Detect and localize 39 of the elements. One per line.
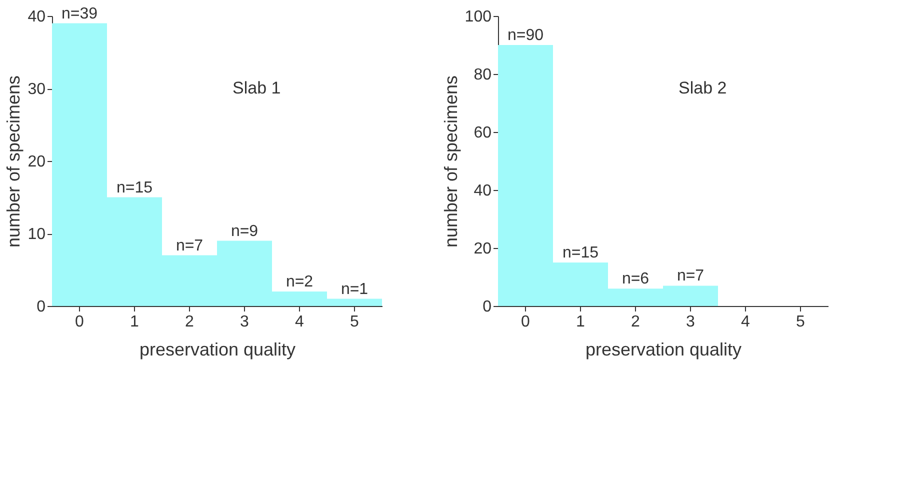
y-tick-label: 40 xyxy=(28,8,46,26)
y-tick-label: 20 xyxy=(28,154,46,170)
annotation: Slab 2 xyxy=(678,78,727,98)
x-tick-label: 4 xyxy=(741,314,750,330)
y-tick-label: 80 xyxy=(474,66,492,84)
x-tick-label: 5 xyxy=(796,314,806,330)
y-axis-title: number of specimens xyxy=(4,75,24,248)
x-tick-label: 3 xyxy=(240,314,250,330)
x-tick-label: 0 xyxy=(75,314,84,330)
x-axis-title: preservation quality xyxy=(585,340,742,360)
data-label: n=15 xyxy=(562,244,599,262)
data-label: n=7 xyxy=(676,268,704,285)
data-label: n=6 xyxy=(622,270,650,288)
y-tick-label: 40 xyxy=(474,182,492,200)
y-tick-label: 100 xyxy=(464,8,492,26)
x-tick-label: 1 xyxy=(576,314,586,330)
x-tick-label: 5 xyxy=(350,314,360,330)
data-label: n=1 xyxy=(340,280,368,298)
x-tick-label: 1 xyxy=(130,314,140,330)
data-label: n=90 xyxy=(507,27,544,44)
y-tick-label: 10 xyxy=(28,226,46,243)
x-axis-title: preservation quality xyxy=(139,340,296,360)
data-label: n=2 xyxy=(286,274,314,290)
y-tick-label: 30 xyxy=(28,81,46,98)
y-tick-label: 0 xyxy=(36,298,46,316)
data-label: n=39 xyxy=(61,5,98,22)
y-tick-label: 60 xyxy=(474,124,492,142)
x-tick-label: 0 xyxy=(521,314,530,330)
data-label: n=15 xyxy=(116,179,153,196)
data-label: n=7 xyxy=(176,237,204,254)
y-axis-title: number of specimens xyxy=(440,75,461,248)
x-tick-label: 2 xyxy=(631,314,640,330)
x-tick-label: 4 xyxy=(295,314,304,330)
x-tick-label: 2 xyxy=(185,314,194,330)
annotation: Slab 1 xyxy=(232,78,281,98)
data-label: n=9 xyxy=(230,222,258,240)
y-tick-label: 20 xyxy=(474,240,492,258)
x-tick-label: 3 xyxy=(686,314,696,330)
y-tick-label: 0 xyxy=(482,298,492,316)
